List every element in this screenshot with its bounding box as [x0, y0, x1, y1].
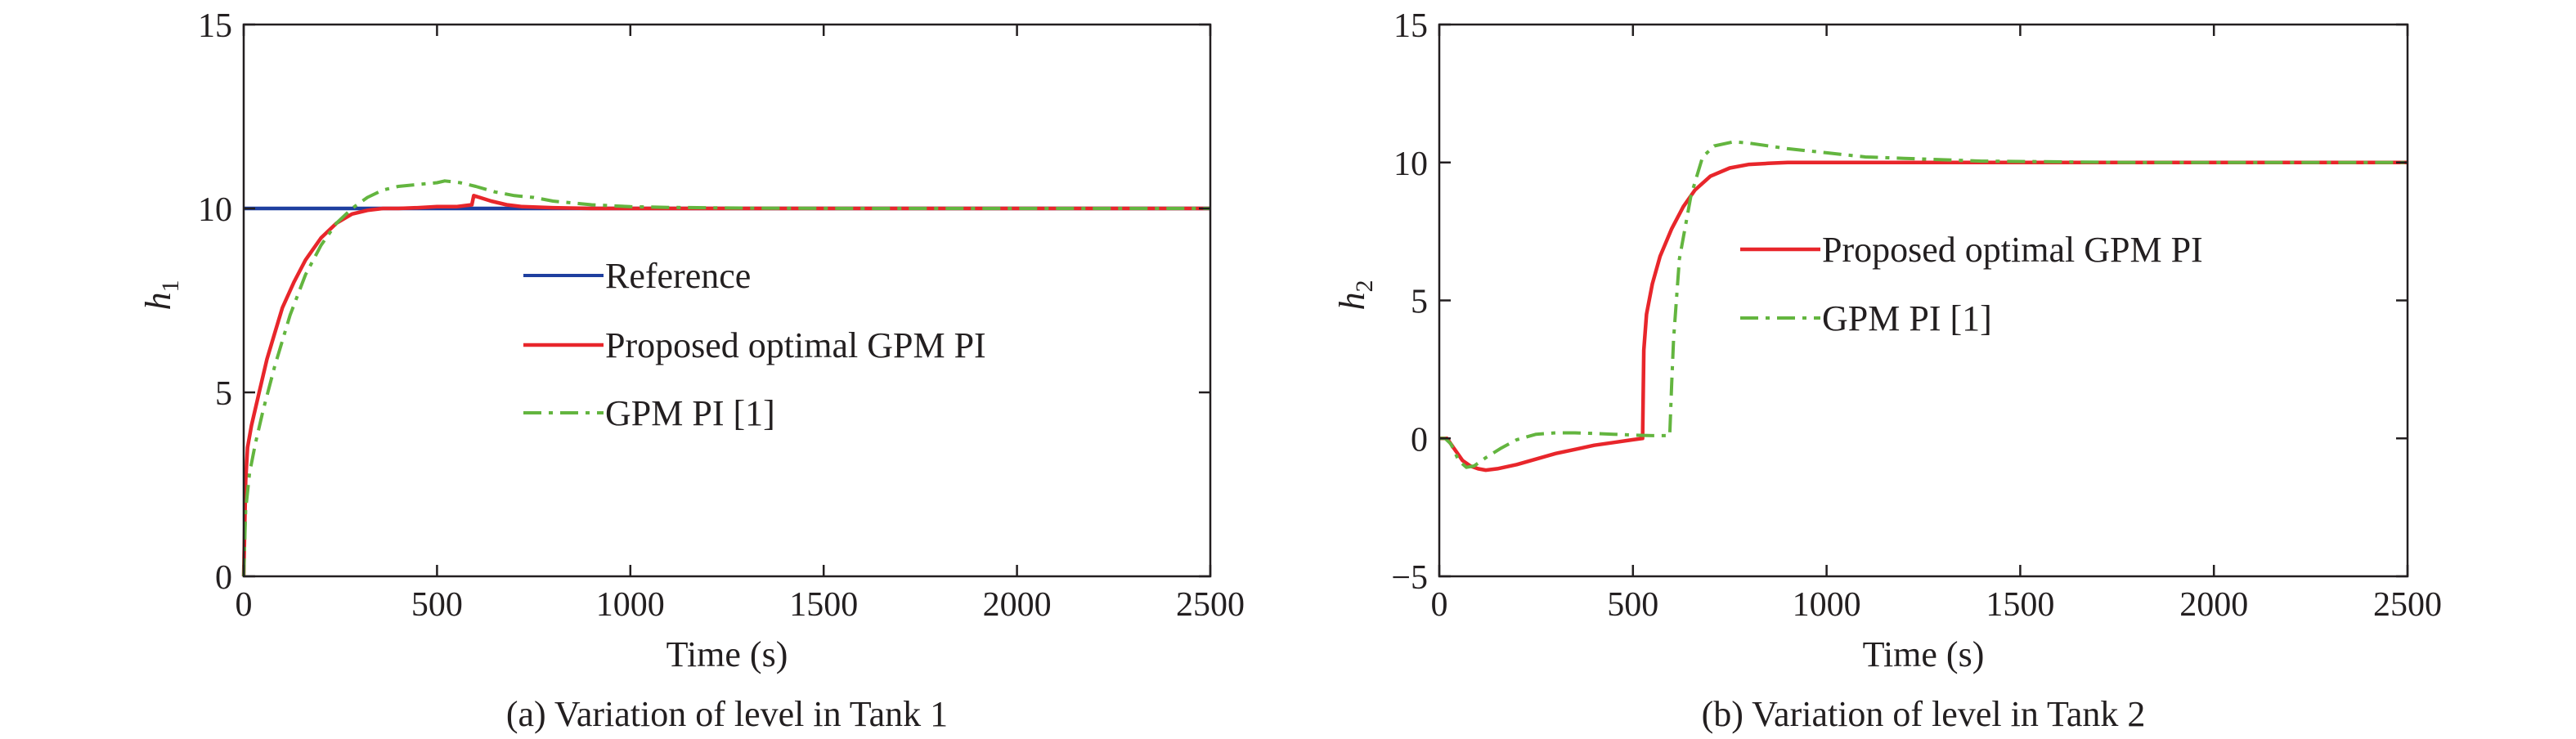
panel-a-lines — [241, 179, 1210, 577]
panel-b-lines — [1439, 140, 2408, 473]
xtick-label-b-0: 0 — [1431, 586, 1448, 624]
xtick-label-b-2: 1000 — [1793, 586, 1861, 624]
panel-a-xlabel: Time (s) — [666, 634, 788, 674]
ytick-label-a-0: 0 — [215, 559, 232, 597]
series-b-0-line — [1439, 160, 2408, 473]
panel-a-ylabel-main: h — [138, 293, 178, 311]
ytick-label-a-3: 15 — [198, 7, 232, 45]
xtick-label-a-2: 1000 — [596, 586, 665, 624]
panel-a-frame — [242, 23, 1212, 578]
series-a-1-line — [241, 194, 1210, 577]
xtick-label-a-1: 500 — [411, 586, 463, 624]
panel-a-ylabel-sub: 1 — [157, 280, 184, 293]
ytick-label-b-4: 15 — [1393, 7, 1428, 45]
ytick-label-a-1: 5 — [215, 375, 232, 413]
xtick-label-b-5: 2500 — [2373, 586, 2442, 624]
series-b-1-line — [1439, 140, 2408, 469]
ytick-label-b-0: −5 — [1391, 559, 1428, 597]
panel-a-legend-box — [515, 245, 1079, 446]
panel-a: 0 500 1000 1500 2000 2500 0 5 10 15 Reference Pro… — [138, 7, 1245, 734]
xtick-label-a-3: 1500 — [789, 586, 858, 624]
panel-b-ylabel: h2 — [1332, 280, 1378, 311]
xtick-label-a-0: 0 — [236, 586, 253, 624]
legend-a-label-gpm: GPM PI [1] — [605, 393, 775, 433]
legend-a-label-reference: Reference — [605, 256, 751, 296]
xtick-label-b-4: 2000 — [2179, 586, 2248, 624]
xtick-label-a-4: 2000 — [983, 586, 1052, 624]
xtick-label-b-3: 1500 — [1986, 586, 2054, 624]
panel-a-ylabel: h1 — [138, 280, 184, 311]
panel-b-xlabel: Time (s) — [1863, 634, 1985, 674]
panel-b-legend: Proposed optimal GPM PI GPM PI [1] — [1734, 213, 2298, 352]
legend-a-label-proposed: Proposed optimal GPM PI — [605, 325, 986, 365]
panel-a-caption: (a) Variation of level in Tank 1 — [506, 694, 948, 734]
panel-a-ticks: 0 500 1000 1500 2000 2500 0 5 10 15 — [198, 7, 1245, 624]
panel-b-ylabel-sub: 2 — [1351, 280, 1378, 293]
panel-b-caption: (b) Variation of level in Tank 2 — [1702, 694, 2146, 734]
ytick-label-b-3: 10 — [1393, 146, 1428, 183]
ytick-label-a-2: 10 — [198, 191, 232, 229]
panel-a-legend: Reference Proposed optimal GPM PI GPM PI… — [515, 245, 1079, 446]
ytick-label-b-2: 5 — [1411, 284, 1428, 321]
panel-b-legend-box — [1734, 213, 2298, 352]
panel-b-ylabel-main: h — [1332, 293, 1372, 311]
legend-b-label-gpm: GPM PI [1] — [1822, 298, 1992, 338]
ytick-label-b-1: 0 — [1411, 421, 1428, 459]
xtick-label-a-5: 2500 — [1176, 586, 1245, 624]
legend-b-label-proposed: Proposed optimal GPM PI — [1822, 230, 2203, 270]
xtick-label-b-1: 500 — [1607, 586, 1658, 624]
